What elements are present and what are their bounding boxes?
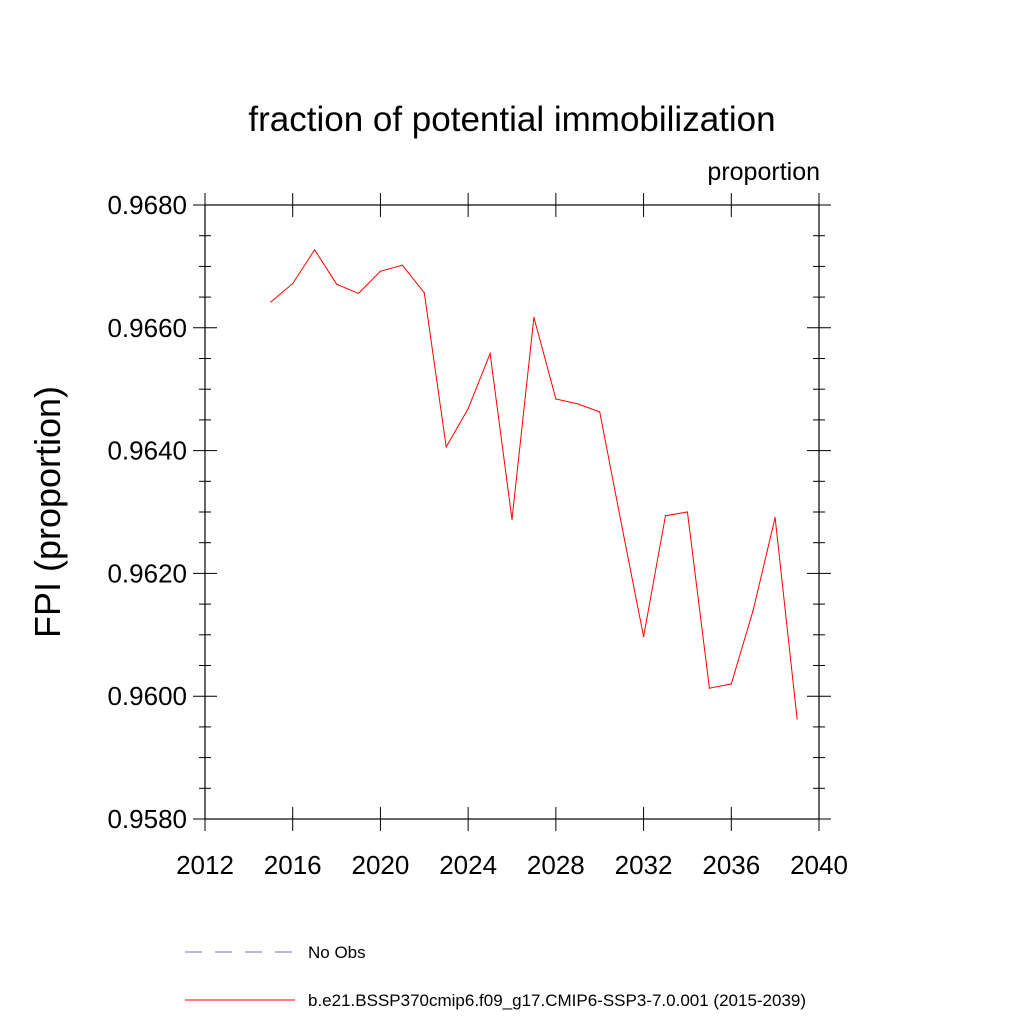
x-tick-label: 2012 [176,850,234,880]
data-point [642,636,645,638]
series-layer [270,248,798,720]
units-label: proportion [707,158,820,186]
x-tick-label: 2036 [702,850,760,880]
x-tick-label: 2028 [527,850,585,880]
y-tick-label: 0.9600 [107,681,187,711]
data-point [664,515,667,517]
y-tick-label: 0.9660 [107,313,187,343]
data-point [752,609,754,611]
y-tick-label: 0.9640 [107,436,187,466]
x-tick-label: 2016 [264,850,322,880]
data-point [730,683,732,685]
data-point [708,687,710,689]
data-point [401,264,403,266]
data-point [314,249,316,251]
data-point [577,403,579,405]
data-point [533,316,535,318]
data-point [774,516,776,519]
legend: No Obs b.e21.BSSP370cmip6.f09_g17.CMIP6-S… [185,943,806,1010]
legend-label: b.e21.BSSP370cmip6.f09_g17.CMIP6-SSP3-7.… [308,991,806,1010]
data-point [335,283,338,285]
data-point [467,408,469,410]
y-axis-label: FPI (proportion) [27,386,68,638]
y-axis: 0.9580 0.9600 0.9620 0.9640 0.9660 0.9680 [107,190,831,834]
data-point [686,511,689,513]
x-tick-label: 2032 [615,850,673,880]
legend-label: No Obs [308,943,366,962]
x-tick-label: 2040 [790,850,848,880]
data-point [357,292,360,295]
data-point [379,270,382,272]
data-point [621,524,623,526]
data-point [423,292,425,294]
plot-frame [204,204,820,820]
data-point [511,518,513,520]
y-tick-label: 0.9620 [107,558,187,588]
data-point [555,398,557,400]
x-tick-label: 2020 [352,850,410,880]
data-point [599,411,601,413]
data-point [489,352,491,355]
chart-title: fraction of potential immobilization [248,100,775,139]
x-axis: 2012 2016 2020 2024 2028 2032 2036 2040 [176,193,848,880]
data-point [796,718,798,720]
data-point [445,446,447,448]
y-tick-label: 0.9680 [107,190,187,220]
x-tick-label: 2024 [439,850,497,880]
data-point [292,282,294,285]
data-point [270,301,272,303]
y-tick-label: 0.9580 [107,804,187,834]
series-line [270,248,798,719]
